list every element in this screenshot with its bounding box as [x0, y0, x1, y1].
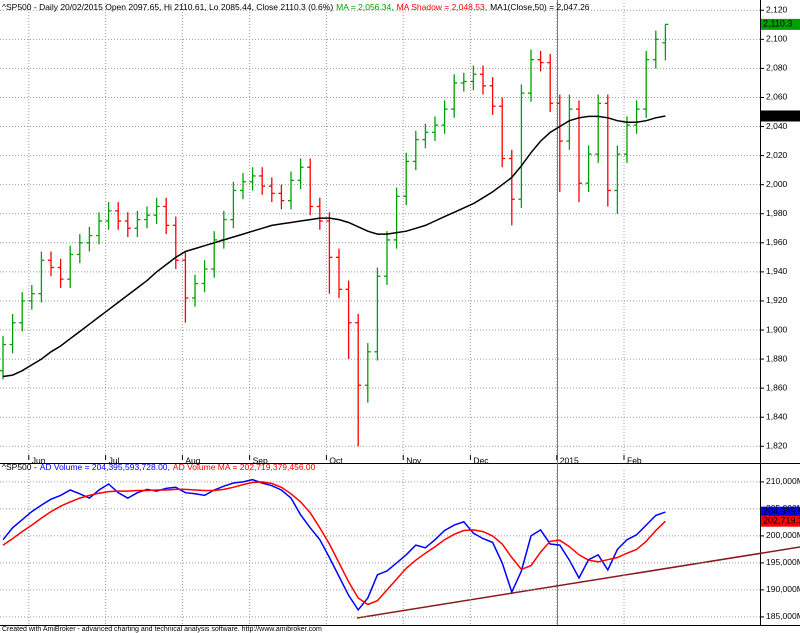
- y-tick-label: 1,900: [766, 324, 788, 334]
- x-tick-label: Dec: [473, 455, 489, 465]
- y-tick-label: 1,880: [766, 353, 788, 363]
- footer: Created with AmiBroker - advanced charti…: [2, 626, 322, 633]
- y-tick-label: 2,060: [766, 92, 788, 102]
- value-label: 2,047.26: [763, 110, 798, 120]
- value-label-box: [761, 506, 800, 518]
- y-tick-label: 1,960: [766, 237, 788, 247]
- series-line: [2, 481, 666, 606]
- x-tick-label: Jul: [109, 455, 120, 465]
- y-tick-label: 1,920: [766, 295, 788, 305]
- y-tick-label: 2,040: [766, 121, 788, 131]
- trend-line: [356, 546, 800, 619]
- series-line: [2, 115, 666, 378]
- legend-entry: MA1(Close,50) = 2,047.26: [490, 2, 590, 12]
- x-tick-label: Sep: [253, 455, 268, 465]
- value-label-box: [761, 18, 800, 30]
- x-tick-label: Feb: [627, 455, 642, 465]
- header-note: MA = 2,056.34,: [336, 2, 393, 12]
- legend-entry: AD Volume = 204,395,593,728.00,: [40, 462, 170, 472]
- y-tick-label: 185,000M: [766, 611, 800, 621]
- value-label: 2,110.3: [763, 19, 792, 29]
- y-tick-label: 2,100: [766, 34, 788, 44]
- x-tick-label: Aug: [185, 455, 200, 465]
- y-tick-label: 2,000: [766, 179, 788, 189]
- x-tick-label: Nov: [406, 455, 422, 465]
- series-line: [2, 478, 666, 612]
- y-tick-label: 1,980: [766, 208, 788, 218]
- y-tick-label: 210,000M: [766, 476, 800, 486]
- y-tick-label: 195,000M: [766, 557, 800, 567]
- value-label: 202,719.3: [763, 516, 800, 526]
- panel-header: ^SP500 - AD Volume = 204,395,593,728.00, A…: [2, 462, 316, 472]
- legend-entry: AD Volume MA = 202,719,379,456.00: [173, 462, 316, 472]
- x-tick-label: Jun: [32, 455, 46, 465]
- y-tick-label: 1,840: [766, 411, 788, 421]
- value-label-box: [761, 515, 800, 527]
- x-tick-label: Oct: [329, 455, 343, 465]
- value-label: 204,395.5: [763, 507, 800, 517]
- y-tick-label: 200,000M: [766, 530, 800, 540]
- header-title: ^SP500 - Daily 20/02/2015 Open 2097.65, …: [2, 2, 333, 12]
- y-tick-label: 190,000M: [766, 584, 800, 594]
- y-tick-label: 2,080: [766, 63, 788, 73]
- header-title: ^SP500 -: [2, 462, 37, 472]
- y-tick-label: 1,940: [766, 266, 788, 276]
- header-note: MA Shadow = 2,048.53,: [397, 2, 488, 12]
- y-tick-label: 1,860: [766, 382, 788, 392]
- value-label-box: [761, 110, 800, 122]
- y-tick-label: 1,820: [766, 441, 788, 451]
- y-tick-label: 2,020: [766, 150, 788, 160]
- panel-header: ^SP500 - Daily 20/02/2015 Open 2097.65, …: [2, 2, 590, 12]
- x-tick-label: 2015: [560, 455, 579, 465]
- y-tick-label: 2,120: [766, 5, 788, 15]
